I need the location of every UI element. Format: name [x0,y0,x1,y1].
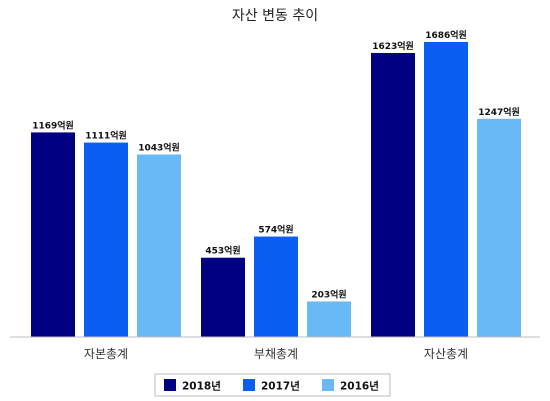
legend-swatch [322,379,334,391]
bar-자본총계-2018년 [31,132,75,337]
legend-swatch [164,379,176,391]
data-label: 453억원 [205,245,240,257]
legend-label: 2017년 [261,380,300,393]
legend: 2018년 2017년 2016년 [154,373,391,397]
data-label: 1247억원 [478,106,520,118]
data-label: 1686억원 [425,29,467,41]
bar-부채총계-2017년 [254,236,298,337]
x-tick-label: 자본총계 [84,347,128,361]
data-label: 1623억원 [372,40,414,52]
bar-부채총계-2018년 [201,257,245,337]
data-label: 203억원 [311,288,346,300]
bar-자산총계-2016년 [477,118,521,338]
bar-자산총계-2017년 [424,41,468,337]
x-tick-label: 부채총계 [254,347,298,361]
bar-자산총계-2018년 [371,52,415,337]
plot-area: 1169억원 1111억원 1043억원 453억원 574억원 203억원 1623억원 1… [31,29,521,338]
bar-자본총계-2016년 [137,154,181,337]
data-label: 1043억원 [138,141,180,153]
x-tick-label: 자산총계 [424,347,468,361]
legend-label: 2016년 [340,380,379,393]
data-label: 1169억원 [32,119,74,131]
legend-swatch [243,379,255,391]
data-label: 574억원 [258,224,293,236]
bar-부채총계-2016년 [307,301,351,337]
data-label: 1111억원 [85,130,127,142]
x-tick-labels: 자본총계 부채총계 자산총계 [84,347,468,361]
bar-자본총계-2017년 [84,142,128,337]
chart-title: 자산 변동 추이 [232,8,318,24]
legend-label: 2018년 [182,380,221,393]
